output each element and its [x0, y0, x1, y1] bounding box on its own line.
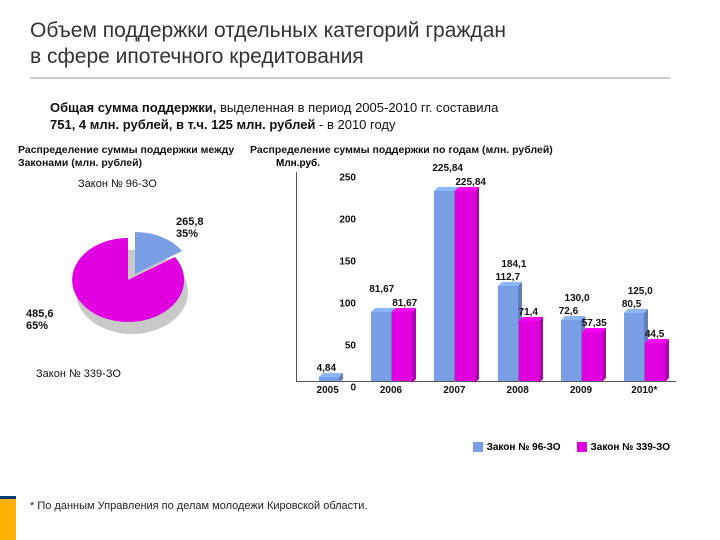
bar-total: 125,0 — [628, 286, 653, 297]
bar-val-s2: 225,84 — [455, 177, 486, 188]
pie-svg — [68, 230, 208, 350]
x-category: 2009 — [551, 385, 611, 396]
legend-item-1: Закон № 96-ЗО — [473, 442, 561, 453]
pie-val-2: 485,6 — [26, 308, 54, 320]
ytick: 100 — [339, 298, 356, 309]
pie-pct-2: 65% — [26, 320, 48, 332]
bar-val-s2: 81,67 — [392, 298, 417, 309]
x-category: 2005 — [298, 385, 358, 396]
x-category: 2007 — [424, 385, 484, 396]
bar-val-s1: 81,67 — [369, 284, 394, 295]
pie-callout-1: Закон № 96-ЗО — [78, 178, 157, 190]
pie-label-1: 265,8 35% — [176, 216, 204, 241]
bar-val-s2: 71,4 — [519, 307, 538, 318]
page-title: Объем поддержки отдельных категорий граж… — [30, 18, 690, 71]
legend-swatch-2 — [577, 442, 587, 452]
title-block: Объем поддержки отдельных категорий граж… — [0, 0, 720, 85]
bar-s2: 225,84 — [455, 191, 475, 381]
x-category: 2006 — [361, 385, 421, 396]
pie-wrap: Закон № 96-ЗО 265,8 35% 485,6 65% Закон … — [18, 200, 248, 420]
pie-chart-block: Распределение суммы поддержки между Зако… — [0, 144, 250, 420]
pie-title: Распределение суммы поддержки между Зако… — [18, 144, 250, 170]
charts-row: Распределение суммы поддержки между Зако… — [0, 144, 720, 420]
subtitle-r2: - в 2010 году — [315, 117, 395, 132]
bar-val-s2: 44,5 — [645, 329, 664, 340]
x-category: 2008 — [488, 385, 548, 396]
subtitle-b2: 751, 4 млн. рублей, в т.ч. 125 млн. рубл… — [50, 117, 315, 132]
bar-val-s1: 80,5 — [622, 299, 641, 310]
bar-group: 81,6781,67 — [365, 312, 418, 381]
ytick: 250 — [339, 172, 356, 183]
bar-total: 130,0 — [565, 293, 590, 304]
title-line2: в сфере ипотечного кредитования — [30, 45, 364, 68]
bar-s1: 80,5 — [624, 313, 644, 381]
bar-s1: 112,7 — [498, 286, 518, 381]
pie-label-2: 485,6 65% — [26, 308, 54, 333]
yaxis-label: Млн.руб. — [276, 158, 320, 169]
corner-marker — [0, 496, 16, 540]
footnote: * По данным Управления по делам молодежи… — [30, 500, 367, 512]
ytick: 200 — [339, 214, 356, 225]
x-category: 2010* — [614, 385, 674, 396]
pie-pct-1: 35% — [176, 228, 198, 240]
bar-s1: 4,84 — [319, 377, 339, 381]
bar-group: 4,84 — [302, 377, 355, 381]
title-line1: Объем поддержки отдельных категорий граж… — [30, 19, 506, 42]
bar-s1: 225,84 — [434, 191, 454, 381]
bar-group: 225,84225,84 — [428, 191, 481, 381]
bar-val-s1: 4,84 — [317, 363, 336, 374]
legend-label-2: Закон № 339-ЗО — [591, 442, 670, 453]
bar-total: 184,1 — [501, 259, 526, 270]
bar-s2: 71,4 — [519, 321, 539, 381]
bar-chart-block: Распределение суммы поддержки по годам (… — [250, 144, 720, 420]
bar-val-s2: 57,35 — [582, 318, 607, 329]
ytick: 150 — [339, 256, 356, 267]
legend-item-2: Закон № 339-ЗО — [577, 442, 670, 453]
pie-val-1: 265,8 — [176, 216, 204, 228]
legend-swatch-1 — [473, 442, 483, 452]
pie-callout-2: Закон № 339-ЗО — [36, 368, 121, 380]
bar-group: 112,771,4184,1 — [491, 286, 544, 381]
bar-title: Распределение суммы поддержки по годам (… — [250, 144, 700, 156]
bar-s2: 44,5 — [645, 343, 665, 380]
ytick: 50 — [345, 340, 356, 351]
subtitle-r1: выделенная в период 2005-2010 гг. состав… — [216, 100, 498, 115]
bar-chart-area: Млн.руб. 4,8481,6781,67225,84225,84112,7… — [256, 160, 700, 415]
bar-s2: 81,67 — [392, 312, 412, 381]
title-underline — [30, 77, 670, 79]
bar-legend: Закон № 96-ЗО Закон № 339-ЗО — [473, 442, 670, 453]
subtitle-b1: Общая сумма поддержки, — [50, 100, 216, 115]
bar-group: 72,657,35130,0 — [555, 320, 608, 381]
legend-label-1: Закон № 96-ЗО — [487, 442, 561, 453]
bar-s1: 72,6 — [561, 320, 581, 381]
bar-group: 80,544,5125,0 — [618, 313, 671, 381]
bar-val-s1: 112,7 — [496, 272, 520, 283]
bar-val-s1: 225,84 — [432, 163, 463, 174]
subtitle: Общая сумма поддержки, выделенная в пери… — [50, 99, 670, 134]
bar-s1: 81,67 — [371, 312, 391, 381]
bar-s2: 57,35 — [582, 332, 602, 380]
bar-val-s1: 72,6 — [559, 306, 578, 317]
